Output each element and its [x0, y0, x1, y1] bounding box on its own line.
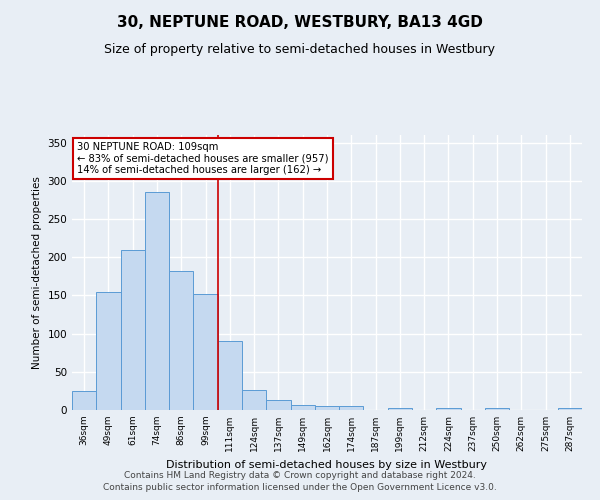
- Text: Size of property relative to semi-detached houses in Westbury: Size of property relative to semi-detach…: [104, 42, 496, 56]
- Bar: [290, 406, 315, 410]
- Text: 30, NEPTUNE ROAD, WESTBURY, BA13 4GD: 30, NEPTUNE ROAD, WESTBURY, BA13 4GD: [117, 15, 483, 30]
- Bar: [145, 192, 169, 410]
- Text: 30 NEPTUNE ROAD: 109sqm
← 83% of semi-detached houses are smaller (957)
14% of s: 30 NEPTUNE ROAD: 109sqm ← 83% of semi-de…: [77, 142, 329, 175]
- Bar: [121, 250, 145, 410]
- Bar: [485, 408, 509, 410]
- Bar: [96, 292, 121, 410]
- X-axis label: Distribution of semi-detached houses by size in Westbury: Distribution of semi-detached houses by …: [167, 460, 487, 469]
- Bar: [558, 408, 582, 410]
- Bar: [193, 294, 218, 410]
- Bar: [242, 390, 266, 410]
- Text: Contains HM Land Registry data © Crown copyright and database right 2024.: Contains HM Land Registry data © Crown c…: [124, 471, 476, 480]
- Bar: [266, 400, 290, 410]
- Bar: [72, 391, 96, 410]
- Bar: [315, 406, 339, 410]
- Bar: [169, 271, 193, 410]
- Bar: [388, 408, 412, 410]
- Bar: [436, 408, 461, 410]
- Text: Contains public sector information licensed under the Open Government Licence v3: Contains public sector information licen…: [103, 484, 497, 492]
- Bar: [339, 406, 364, 410]
- Y-axis label: Number of semi-detached properties: Number of semi-detached properties: [32, 176, 42, 369]
- Bar: [218, 341, 242, 410]
